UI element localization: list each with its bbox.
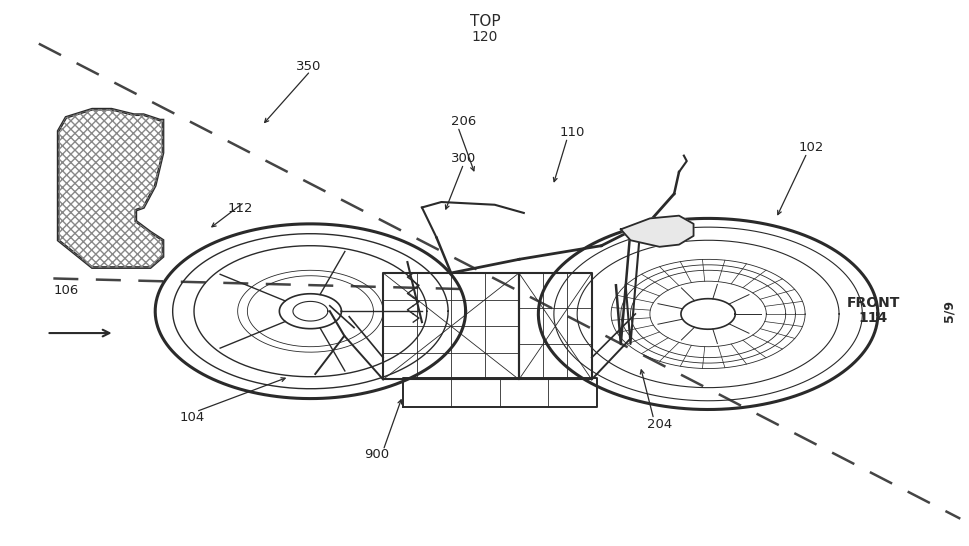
Text: 102: 102 [797, 141, 823, 154]
Text: TOP: TOP [469, 14, 500, 28]
Text: 106: 106 [53, 284, 78, 297]
Polygon shape [58, 109, 163, 268]
Text: FRONT: FRONT [845, 296, 899, 310]
Text: 112: 112 [228, 202, 253, 215]
Text: 350: 350 [296, 60, 321, 73]
Text: 900: 900 [363, 448, 389, 461]
Text: 204: 204 [646, 418, 672, 431]
Text: 114: 114 [858, 311, 887, 325]
Text: 5/9: 5/9 [941, 300, 954, 322]
Text: 104: 104 [179, 411, 204, 424]
Polygon shape [620, 216, 693, 247]
Text: 110: 110 [559, 126, 584, 139]
Text: 300: 300 [451, 152, 476, 165]
Text: 206: 206 [451, 115, 476, 128]
Text: 120: 120 [471, 30, 498, 44]
